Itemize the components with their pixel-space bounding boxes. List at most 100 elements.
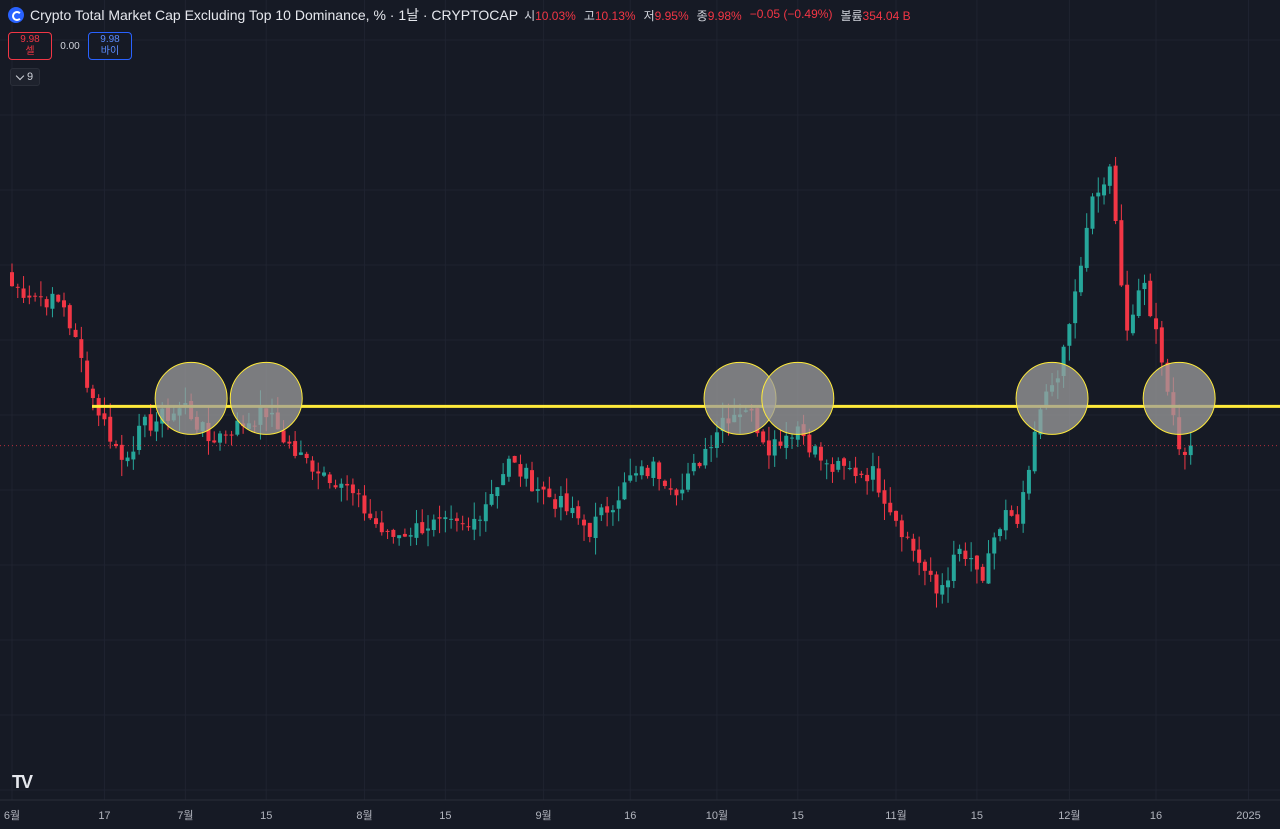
candle-body bbox=[1130, 314, 1135, 334]
candle-body bbox=[1142, 282, 1147, 290]
candle-body bbox=[495, 487, 500, 497]
candle-body bbox=[356, 493, 361, 495]
candle-body bbox=[293, 441, 298, 456]
candle-body bbox=[1113, 165, 1118, 221]
candle-body bbox=[73, 329, 78, 338]
sell-button[interactable]: 9.98 셀 bbox=[8, 32, 52, 60]
candle-body bbox=[1125, 284, 1130, 331]
candle-body bbox=[67, 305, 72, 329]
candle-body bbox=[605, 506, 610, 513]
candle-body bbox=[310, 460, 315, 472]
candle-body bbox=[859, 473, 864, 475]
ohlc-value: 354.04 B bbox=[862, 8, 911, 23]
candle-body bbox=[33, 295, 38, 297]
candle-body bbox=[1073, 291, 1078, 324]
candle-body bbox=[15, 286, 20, 288]
ohlc-key: 고 bbox=[583, 8, 595, 23]
candle-body bbox=[385, 530, 390, 532]
candle-body bbox=[911, 538, 916, 551]
candle-body bbox=[483, 504, 488, 522]
candle-body bbox=[512, 455, 517, 463]
candle-body bbox=[553, 499, 558, 509]
candle-body bbox=[85, 360, 90, 388]
candle-body bbox=[564, 493, 569, 512]
ohlc-value: 9.95% bbox=[654, 8, 689, 23]
sell-label: 셀 bbox=[25, 46, 35, 57]
touch-highlights bbox=[154, 361, 1216, 435]
candle-body bbox=[125, 457, 130, 462]
candle-body bbox=[454, 518, 459, 521]
x-tick-label: 8월 bbox=[356, 809, 372, 822]
candle-body bbox=[1032, 431, 1037, 472]
candle-body bbox=[44, 299, 49, 308]
candle-body bbox=[530, 470, 535, 492]
indicators-toggle[interactable]: 9 bbox=[10, 68, 40, 86]
ohlc-item: 볼륨354.04 B bbox=[840, 7, 910, 24]
candle-body bbox=[374, 518, 379, 525]
symbol-icon[interactable] bbox=[8, 7, 24, 23]
ohlc-key: 종 bbox=[696, 8, 708, 23]
candle-body bbox=[431, 519, 436, 531]
candle-body bbox=[379, 522, 384, 533]
candle-body bbox=[1067, 324, 1072, 346]
candle-body bbox=[951, 554, 956, 581]
candle-body bbox=[813, 446, 818, 455]
spread-value: 0.00 bbox=[60, 40, 80, 52]
candle-body bbox=[206, 422, 211, 442]
candle-body bbox=[466, 526, 471, 528]
tradingview-logo[interactable]: TV bbox=[12, 772, 33, 792]
x-tick-label: 11월 bbox=[885, 809, 907, 822]
candle-body bbox=[322, 472, 327, 476]
x-tick-label: 7월 bbox=[177, 809, 193, 822]
candle-body bbox=[1061, 346, 1066, 376]
candle-body bbox=[345, 483, 350, 486]
candle-body bbox=[287, 441, 292, 444]
candle-body bbox=[102, 413, 107, 420]
candle-body bbox=[922, 561, 927, 571]
candle-body bbox=[1084, 227, 1089, 268]
candle-body bbox=[697, 462, 702, 467]
x-tick-label: 10월 bbox=[706, 809, 728, 822]
candle-body bbox=[1188, 445, 1193, 456]
highlight-circle bbox=[1142, 361, 1216, 435]
candle-body bbox=[599, 507, 604, 516]
candle-body bbox=[547, 488, 552, 498]
candle-body bbox=[1119, 220, 1124, 286]
candle-body bbox=[587, 522, 592, 537]
candle-body bbox=[905, 536, 910, 538]
candle-body bbox=[691, 462, 696, 472]
candle-body bbox=[50, 293, 55, 309]
candle-body bbox=[558, 495, 563, 508]
candle-body bbox=[1015, 514, 1020, 524]
candle-body bbox=[876, 468, 881, 493]
candle-body bbox=[62, 300, 67, 308]
highlight-circle bbox=[229, 361, 303, 435]
candle-body bbox=[56, 294, 61, 302]
candle-body bbox=[1107, 166, 1112, 186]
buy-button[interactable]: 9.98 바이 bbox=[88, 32, 132, 60]
x-tick-label: 2025 bbox=[1236, 810, 1260, 822]
symbol-title[interactable]: Crypto Total Market Cap Excluding Top 10… bbox=[30, 7, 519, 23]
candle-body bbox=[766, 440, 771, 456]
candle-body bbox=[969, 558, 974, 560]
candle-body bbox=[443, 517, 448, 520]
candle-body bbox=[472, 518, 477, 530]
time-axis[interactable]: 6월 17 7월 15 8월 15 9월 16 10월 15 11월 15 12월 16 2025 bbox=[4, 809, 1261, 822]
candle-body bbox=[281, 430, 286, 443]
candle-body bbox=[1102, 184, 1107, 196]
candle-body bbox=[137, 425, 142, 450]
candle-body bbox=[489, 493, 494, 505]
candle-body bbox=[218, 433, 223, 443]
candle-body bbox=[980, 566, 985, 581]
x-tick-label: 15 bbox=[971, 810, 983, 822]
candle-body bbox=[934, 574, 939, 594]
candle-body bbox=[1026, 469, 1031, 494]
candle-body bbox=[1159, 327, 1164, 363]
candle-body bbox=[1003, 510, 1008, 531]
candle-body bbox=[501, 474, 506, 486]
candle-body bbox=[714, 432, 719, 448]
candle-body bbox=[662, 480, 667, 487]
candle-body bbox=[229, 434, 234, 436]
candle-body bbox=[570, 507, 575, 514]
